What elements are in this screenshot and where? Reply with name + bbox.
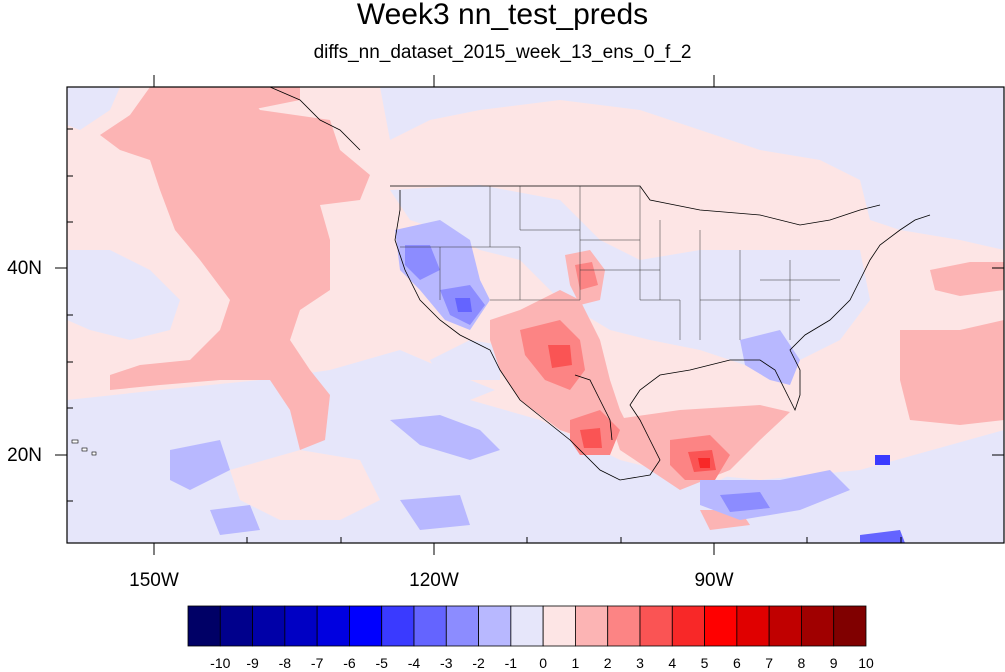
negative-region xyxy=(210,505,260,535)
negative-region xyxy=(720,492,770,512)
colorbar-tick-label: -10 xyxy=(210,655,231,671)
state-borders xyxy=(400,186,840,340)
colorbar-tick-label: -6 xyxy=(343,655,356,671)
negative-region xyxy=(430,340,500,380)
colorbar-swatch xyxy=(252,605,286,647)
colorbar-tick-label: -1 xyxy=(504,655,518,671)
colorbar-swatch xyxy=(445,605,479,647)
colorbar-swatch xyxy=(542,605,576,647)
colorbar-swatch xyxy=(187,605,221,647)
positive-region xyxy=(230,450,380,520)
colorbar-swatch xyxy=(510,605,544,647)
positive-region xyxy=(548,345,572,368)
negative-region xyxy=(400,495,470,530)
positive-region xyxy=(698,458,710,468)
colorbar-tick-label: -5 xyxy=(375,655,388,671)
axis-ticks xyxy=(55,75,1004,555)
colorbar-tick-label: 3 xyxy=(636,655,644,671)
lat-label-20n: 20N xyxy=(7,445,42,466)
negative-region xyxy=(455,298,472,312)
colorbar xyxy=(187,605,867,647)
colorbar-tick-label: 6 xyxy=(732,655,741,671)
negative-region xyxy=(67,87,120,130)
colorbar-tick-label: -9 xyxy=(246,655,259,671)
colorbar-swatch xyxy=(381,605,415,647)
positive-region xyxy=(580,428,602,448)
islands xyxy=(71,439,97,456)
negative-region xyxy=(740,330,800,385)
negative-region xyxy=(67,250,180,340)
negative-region xyxy=(860,530,905,543)
negative-region xyxy=(405,245,440,280)
map-field xyxy=(67,87,1004,543)
lon-label-90w: 90W xyxy=(694,570,734,591)
colorbar-tick-label: -4 xyxy=(407,655,421,671)
colorbar-swatch xyxy=(801,605,835,647)
colorbar-tick-label: -3 xyxy=(440,655,453,671)
negative-region xyxy=(170,440,230,490)
colorbar-swatch xyxy=(349,605,383,647)
colorbar-tick-label: 10 xyxy=(858,655,874,671)
colorbar-tick-label: 1 xyxy=(571,655,580,671)
colorbar-swatch xyxy=(284,605,318,647)
colorbar-swatch xyxy=(639,605,673,647)
positive-region xyxy=(900,320,1004,425)
colorbar-swatch xyxy=(833,605,867,647)
colorbar-tick-label: 9 xyxy=(829,655,838,671)
colorbar-tick-label: 4 xyxy=(668,655,677,671)
lat-label-40n: 40N xyxy=(7,258,42,279)
colorbar-swatch xyxy=(316,605,350,647)
lon-label-120w: 120W xyxy=(409,570,459,591)
colorbar-swatch xyxy=(704,605,738,647)
colorbar-tick-label: 0 xyxy=(539,655,548,671)
colorbar-tick-label: 7 xyxy=(765,655,774,671)
colorbar-swatch xyxy=(413,605,447,647)
lon-label-150w: 150W xyxy=(129,570,179,591)
negative-region xyxy=(380,87,1004,250)
colorbar-tick-label: 2 xyxy=(603,655,612,671)
negative-region xyxy=(390,415,500,460)
map-subtitle: diffs_nn_dataset_2015_week_13_ens_0_f_2 xyxy=(313,42,692,63)
coastline xyxy=(269,87,931,481)
colorbar-swatch xyxy=(478,605,512,647)
positive-region xyxy=(575,262,598,290)
colorbar-tick-label: 8 xyxy=(797,655,806,671)
positive-region xyxy=(930,262,1004,296)
colorbar-swatch xyxy=(671,605,705,647)
colorbar-tick-label: -2 xyxy=(472,655,485,671)
colorbar-swatch xyxy=(736,605,770,647)
negative-region xyxy=(390,185,870,370)
positive-region xyxy=(100,87,370,450)
colorbar-tick-label: -7 xyxy=(310,655,324,671)
colorbar-swatch xyxy=(219,605,253,647)
colorbar-swatch xyxy=(607,605,641,647)
colorbar-swatch xyxy=(575,605,609,647)
negative-region xyxy=(875,455,890,465)
colorbar-tick-label: 5 xyxy=(700,655,709,671)
colorbar-tick-label: -8 xyxy=(278,655,292,671)
colorbar-swatch xyxy=(768,605,802,647)
map-title: Week3 nn_test_preds xyxy=(356,0,649,31)
